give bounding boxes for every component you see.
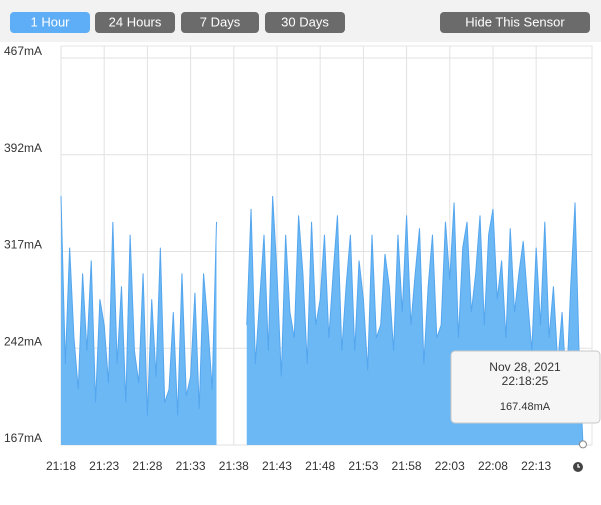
x-tick-label: 21:28 [132,459,162,473]
hide-button-label[interactable]: Hide This Sensor [465,14,565,29]
x-tick-label: 22:13 [521,459,551,473]
area-line [60,196,584,445]
clock-icon [573,462,583,472]
x-tick-label: 22:08 [478,459,508,473]
x-tick-label: 21:58 [392,459,422,473]
hide-button[interactable] [440,12,590,33]
x-tick-label: 21:38 [219,459,249,473]
range-button-label[interactable]: 30 Days [281,14,329,29]
button-group: 1 Hour 24 Hours 7 Days 30 Days [10,12,345,33]
x-tick-label: 21:43 [262,459,292,473]
range-button[interactable] [181,12,259,33]
range-button[interactable] [10,12,90,33]
range-button-label[interactable]: 1 Hour [30,14,70,29]
range-button-label[interactable]: 24 Hours [109,14,162,29]
range-button[interactable] [265,12,345,33]
x-tick-label: 21:48 [305,459,335,473]
x-tick-label: 21:23 [89,459,119,473]
y-tick-label: 167mA [4,431,42,445]
tooltip: Nov 28, 2021 22:18:25 167.48mA [450,350,601,424]
y-tick-label: 242mA [4,334,42,348]
y-tick-label: 392mA [4,141,42,155]
tooltip-time: 22:18:25 [502,374,549,388]
hover-point [578,440,587,449]
x-tick-label: 21:18 [46,459,76,473]
x-tick-label: 21:53 [348,459,378,473]
tooltip-date: Nov 28, 2021 [489,360,561,374]
clock-hands [577,464,580,468]
x-tick-label: 21:33 [176,459,206,473]
tooltip-value: 167.48mA [500,401,551,413]
range-button-label[interactable]: 7 Days [200,14,241,29]
range-button[interactable] [95,12,175,33]
y-tick-label: 467mA [4,44,42,58]
tooltip-box [450,350,601,424]
x-tick-label: 22:03 [435,459,465,473]
y-tick-label: 317mA [4,238,42,252]
